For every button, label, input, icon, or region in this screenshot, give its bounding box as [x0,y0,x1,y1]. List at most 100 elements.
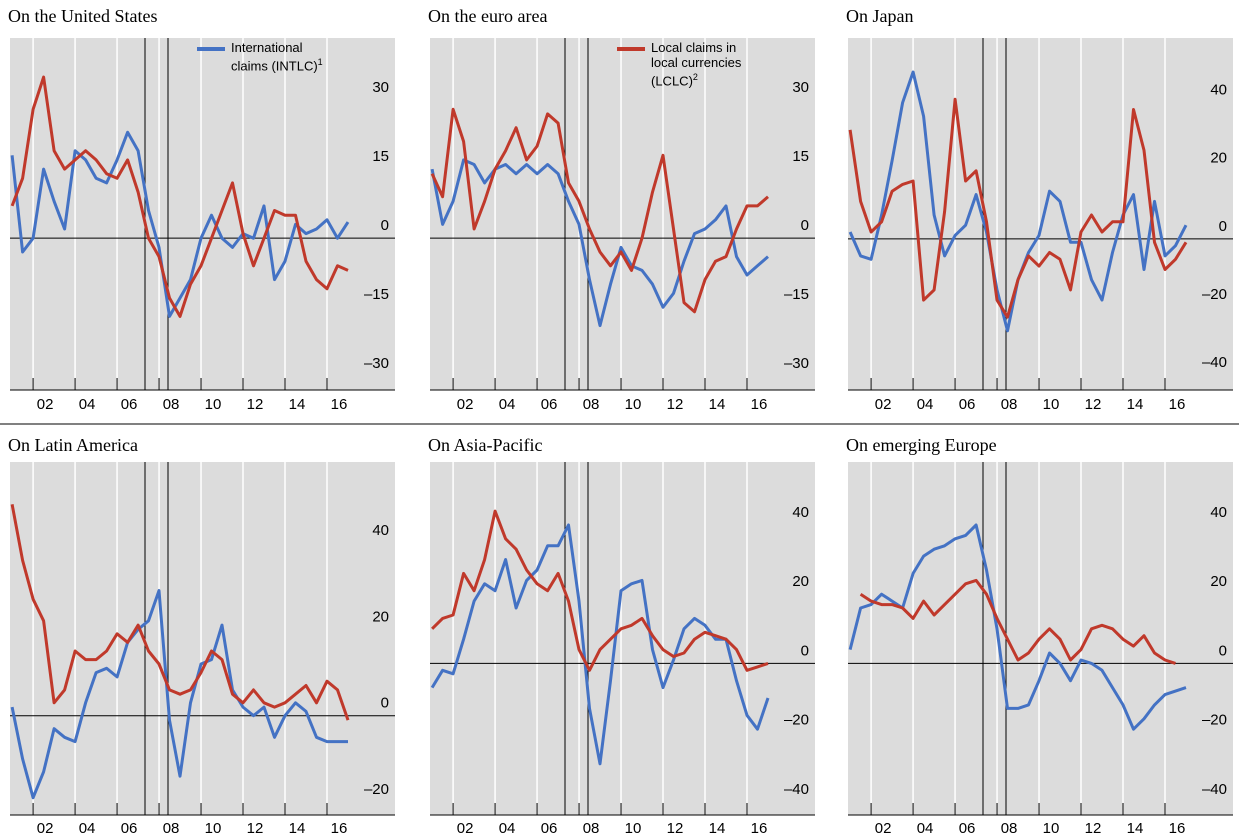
y-tick-label: 20 [792,573,809,590]
x-tick-label: 02 [37,396,54,413]
x-tick-label: 14 [1127,396,1144,413]
legend-label: Local claims in local currencies (LCLC) [651,40,742,89]
series-line [10,589,348,800]
legend: Local claims in local currencies (LCLC)2 [617,40,767,88]
legend-label: International claims (INTLC) [231,40,318,74]
x-tick-label: 10 [1043,396,1060,413]
y-tick-label: 20 [1210,150,1227,167]
legend-footnote: 2 [692,72,698,82]
x-tick-label: 06 [121,820,138,837]
plot-background [848,38,1233,390]
x-tick-label: 12 [247,396,264,413]
x-tick-label: 06 [541,396,558,413]
x-tick-label: 10 [625,396,642,413]
x-tick-label: 14 [709,396,726,413]
y-tick-label: 0 [801,642,809,659]
x-tick-label: 12 [1085,820,1102,837]
plot-background [10,462,395,815]
chart-title: On Japan [846,6,913,26]
x-tick-label: 08 [1001,396,1018,413]
y-tick-label: –30 [784,355,809,372]
x-tick-label: 02 [875,820,892,837]
x-tick-label: 08 [163,396,180,413]
y-tick-label: –15 [364,286,389,303]
y-tick-label: 40 [1210,82,1227,99]
y-tick-label: –15 [784,286,809,303]
x-tick-label: 04 [917,820,934,837]
x-tick-label: 14 [289,396,306,413]
series-line [10,504,350,721]
series-line [430,107,769,314]
series-line [430,158,769,328]
x-tick-label: 04 [499,396,516,413]
chart-title: On the euro area [428,6,547,26]
x-tick-label: 02 [457,820,474,837]
legend-swatch [617,47,645,51]
y-tick-label: –20 [1202,286,1227,303]
y-tick-label: 30 [372,79,389,96]
legend-text: International claims (INTLC)1 [231,40,341,73]
y-tick-label: 40 [372,522,389,539]
x-tick-label: 08 [1001,820,1018,837]
y-tick-label: 40 [792,504,809,521]
x-tick-label: 12 [667,396,684,413]
x-tick-label: 04 [79,820,96,837]
x-tick-label: 08 [163,820,180,837]
x-tick-label: 02 [457,396,474,413]
chart-title: On the United States [8,6,157,26]
legend-footnote: 1 [317,57,323,67]
y-tick-label: –40 [784,781,809,798]
series-line [848,523,1187,731]
x-tick-label: 14 [289,820,306,837]
chart-title: On Asia-Pacific [428,435,542,455]
legend-text: Local claims in local currencies (LCLC)2 [651,40,761,88]
plot-background [430,38,815,390]
y-tick-label: 0 [381,217,389,234]
x-tick-label: 16 [751,820,768,837]
x-tick-label: 06 [959,820,976,837]
x-tick-label: 12 [667,820,684,837]
series-line [431,509,769,672]
x-tick-label: 10 [205,396,222,413]
series-line [10,130,350,318]
x-tick-label: 16 [751,396,768,413]
x-tick-label: 10 [625,820,642,837]
legend: International claims (INTLC)1 [197,40,347,73]
legend-swatch [197,47,225,51]
x-tick-label: 16 [1169,396,1186,413]
y-tick-label: 15 [372,148,389,165]
y-tick-label: –20 [1202,712,1227,729]
x-tick-label: 16 [331,820,348,837]
y-tick-label: 15 [792,148,809,165]
series-line [848,97,1188,319]
x-tick-label: 06 [959,396,976,413]
y-tick-label: 0 [1219,642,1227,659]
x-tick-label: 04 [499,820,516,837]
x-tick-label: 04 [917,396,934,413]
y-tick-label: –30 [364,355,389,372]
y-tick-label: 20 [1210,573,1227,590]
x-tick-label: 12 [247,820,264,837]
x-tick-label: 14 [1127,820,1144,837]
series-line [859,578,1176,665]
y-tick-label: –20 [784,712,809,729]
chart-title: On Latin America [8,435,138,455]
y-tick-label: 0 [1219,218,1227,235]
plot-background [430,462,815,815]
x-tick-label: 02 [875,396,892,413]
series-line [10,75,349,318]
x-tick-label: 04 [79,396,96,413]
y-tick-label: 20 [372,608,389,625]
x-tick-label: 06 [541,820,558,837]
x-tick-label: 08 [583,396,600,413]
y-tick-label: 30 [792,79,809,96]
x-tick-label: 16 [1169,820,1186,837]
x-tick-label: 10 [205,820,222,837]
y-tick-label: 0 [801,217,809,234]
x-tick-label: 12 [1085,396,1102,413]
x-tick-label: 02 [37,820,54,837]
x-tick-label: 08 [583,820,600,837]
y-tick-label: –40 [1202,354,1227,371]
